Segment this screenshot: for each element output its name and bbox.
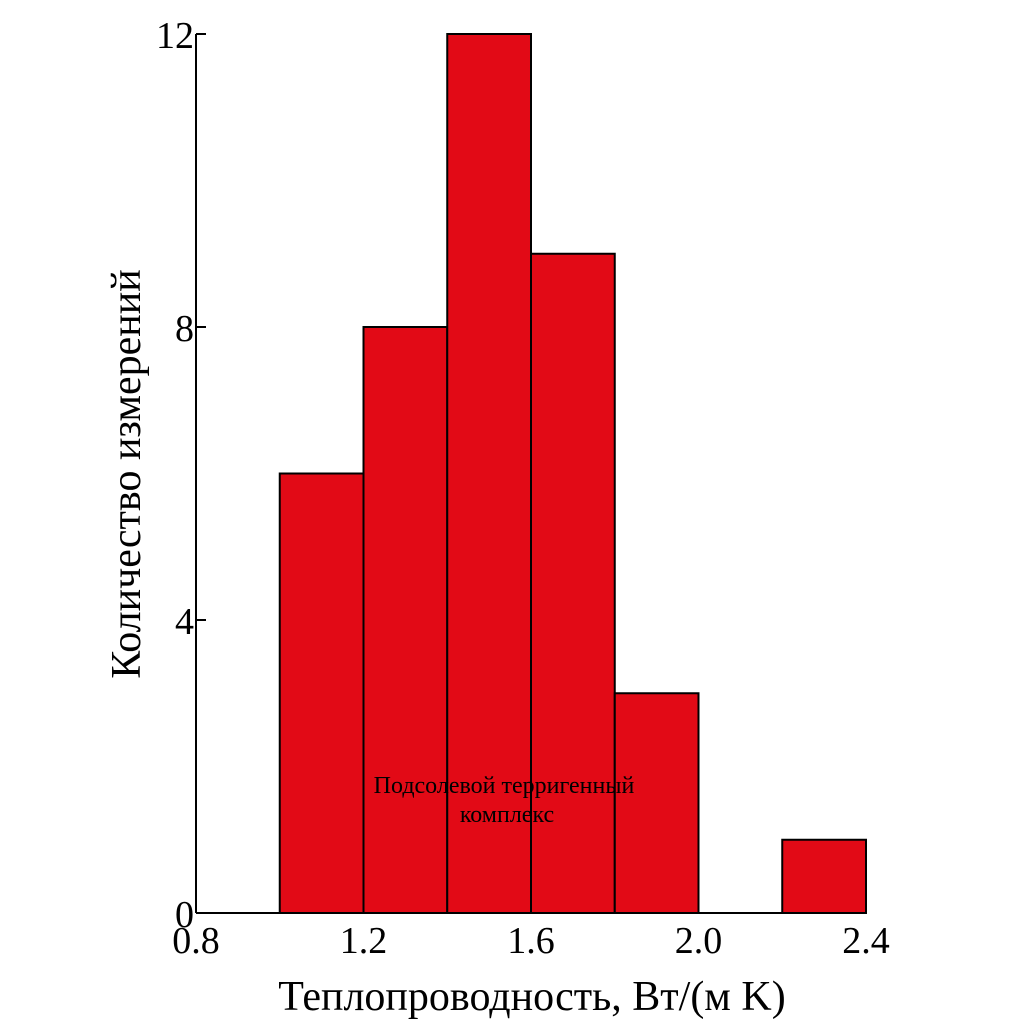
x-tick-label-4: 2.4: [842, 920, 890, 962]
y-tick-label-1: 4: [175, 601, 194, 643]
x-tick-label-0: 0.8: [172, 920, 220, 962]
x-axis-title: Теплопроводность, Вт/(м K): [278, 974, 785, 1020]
annotation-text: Подсолевой терригенный комплекс: [374, 773, 641, 828]
y-axis-title: Количество измерений: [104, 269, 150, 678]
histogram-bar-2: [446, 33, 532, 914]
y-tick-label-0: 0: [175, 894, 194, 936]
histogram-bar-4: [613, 692, 700, 914]
x-tick-label-2: 1.6: [507, 920, 555, 962]
y-tick-label-2: 8: [175, 308, 194, 350]
y-tick-label-3: 12: [156, 15, 194, 57]
histogram-bar-0: [278, 472, 365, 914]
histogram-bar-6: [781, 838, 867, 914]
x-tick-label-3: 2.0: [675, 920, 723, 962]
annotation-line-1: Подсолевой терригенный: [374, 773, 635, 799]
x-tick-label-1: 1.2: [340, 920, 388, 962]
bars-group: [278, 33, 867, 914]
histogram-bar-1: [362, 326, 449, 914]
histogram-bar-3: [530, 252, 616, 914]
annotation-line-2: комплекс: [460, 802, 554, 828]
ticks-group: 0 4 8 12 0.8 1.2 1.6 2.0 2.4: [156, 15, 890, 962]
